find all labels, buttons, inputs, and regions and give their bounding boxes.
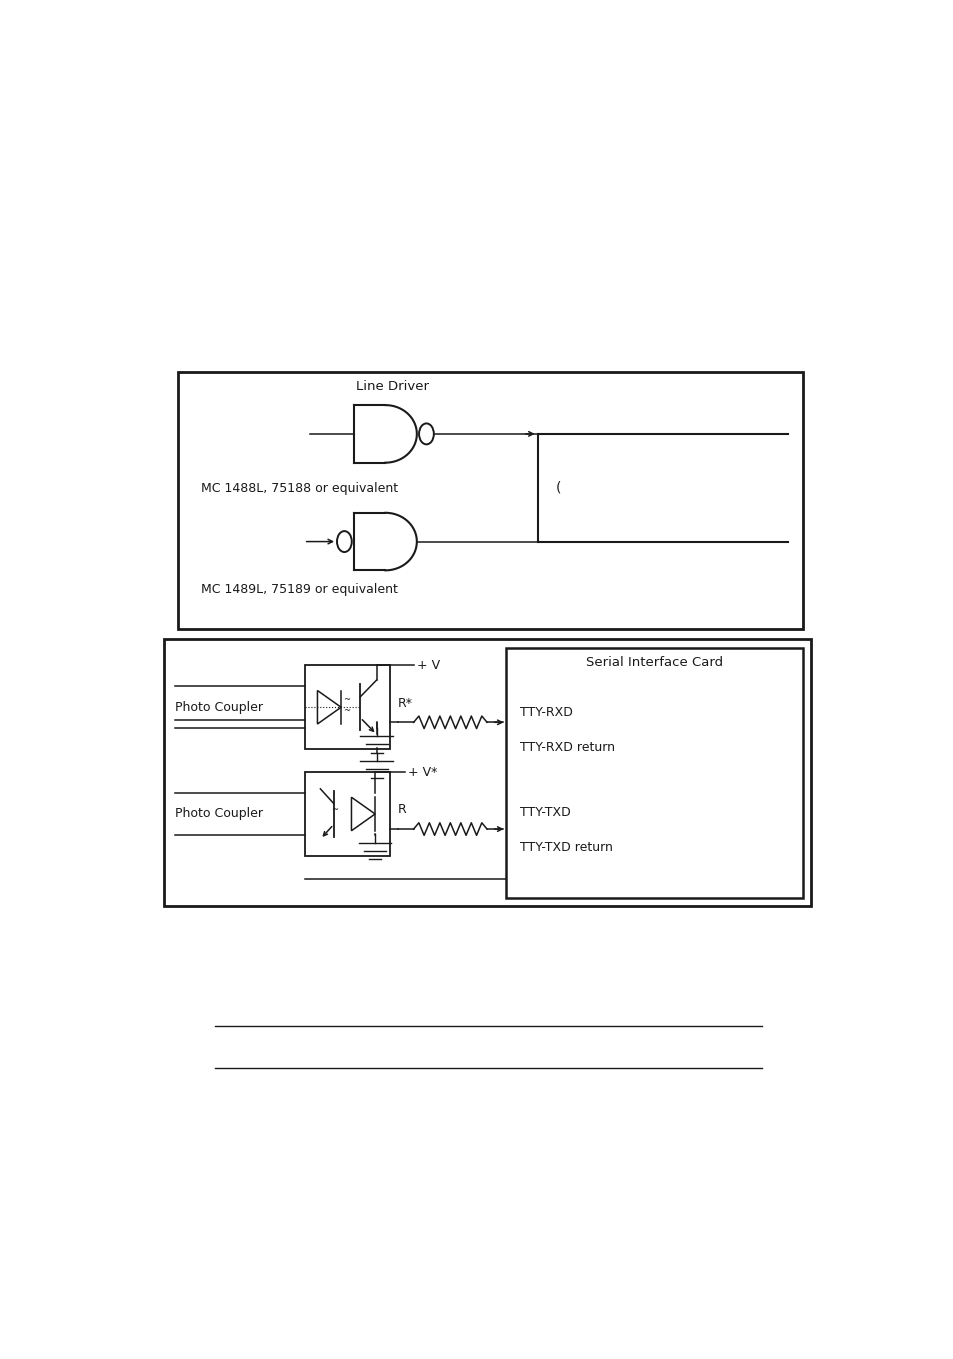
Text: TTY-TXD: TTY-TXD [519, 806, 570, 819]
Text: MC 1488L, 75188 or equivalent: MC 1488L, 75188 or equivalent [200, 481, 397, 495]
Text: TTY-RXD return: TTY-RXD return [519, 741, 614, 754]
Text: + V: + V [416, 659, 440, 671]
Text: ~: ~ [331, 806, 337, 814]
Text: MC 1489L, 75189 or equivalent: MC 1489L, 75189 or equivalent [200, 583, 397, 595]
Text: Photo Coupler: Photo Coupler [174, 807, 262, 821]
Text: R: R [397, 803, 406, 817]
Text: TTY-TXD return: TTY-TXD return [519, 841, 612, 855]
Text: Photo Coupler: Photo Coupler [174, 701, 262, 713]
Text: Serial Interface Card: Serial Interface Card [586, 656, 722, 669]
Text: R*: R* [397, 697, 413, 709]
Text: ~: ~ [343, 705, 350, 715]
Text: TTY-RXD: TTY-RXD [519, 707, 572, 719]
Text: Line Driver: Line Driver [355, 379, 429, 393]
Text: ~: ~ [343, 696, 350, 704]
Text: (: ( [556, 481, 561, 495]
Text: + V*: + V* [408, 765, 437, 779]
